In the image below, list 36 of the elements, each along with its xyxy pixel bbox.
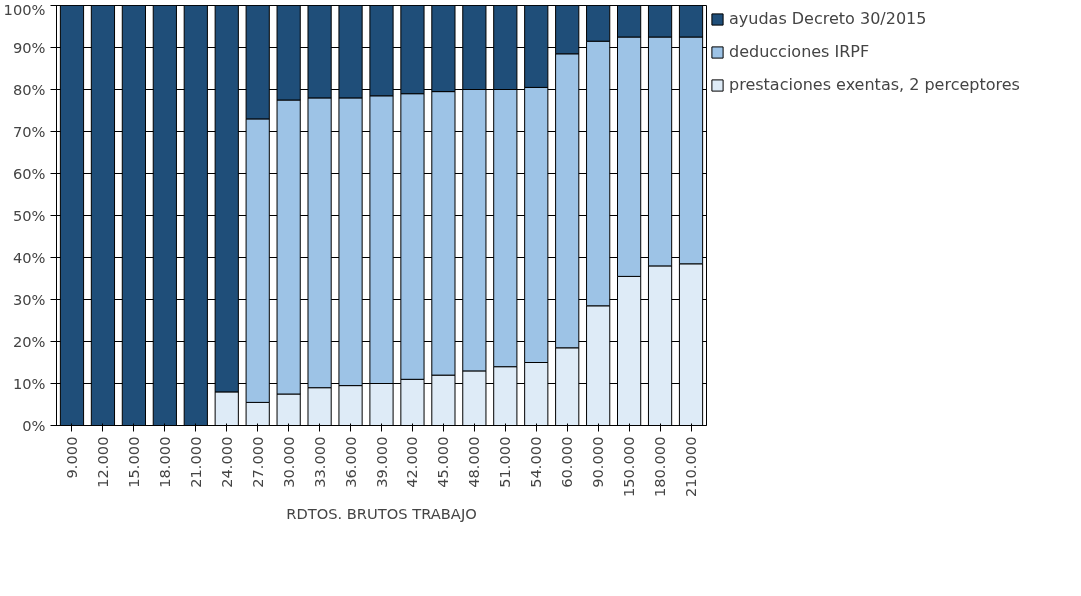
x-tick-label: 48.000 bbox=[465, 436, 483, 488]
y-tick-label: 30% bbox=[12, 291, 46, 308]
x-tick-label: 42.000 bbox=[403, 436, 421, 488]
x-tick-label: 9.000 bbox=[62, 436, 80, 479]
x-axis-title: RDTOS. BRUTOS TRABAJO bbox=[286, 505, 477, 523]
x-tick-label: 54.000 bbox=[527, 436, 545, 488]
legend-label: ayudas Decreto 30/2015 bbox=[729, 9, 927, 28]
x-tick-label: 150.000 bbox=[620, 436, 638, 498]
y-tick-label: 100% bbox=[3, 0, 46, 18]
x-tick-label: 18.000 bbox=[155, 436, 173, 488]
legend-label: prestaciones exentas, 2 perceptores bbox=[729, 75, 1020, 94]
x-tick-label: 60.000 bbox=[558, 436, 576, 488]
x-tick-label: 36.000 bbox=[341, 436, 359, 488]
x-tick-label: 30.000 bbox=[279, 436, 297, 488]
x-tick-label: 51.000 bbox=[496, 436, 514, 488]
x-tick-label: 39.000 bbox=[372, 436, 390, 488]
y-tick-label: 60% bbox=[12, 165, 46, 182]
x-tick-label: 33.000 bbox=[310, 436, 328, 488]
y-tick-label: 80% bbox=[12, 81, 46, 98]
x-tick-label: 27.000 bbox=[248, 436, 266, 488]
x-tick-label: 21.000 bbox=[186, 436, 204, 488]
legend-label: deducciones IRPF bbox=[729, 42, 870, 61]
x-tick-label: 180.000 bbox=[651, 436, 669, 498]
y-tick-label: 90% bbox=[12, 39, 46, 56]
x-tick-label: 210.000 bbox=[682, 436, 700, 498]
y-tick-label: 20% bbox=[12, 333, 46, 350]
y-tick-label: 40% bbox=[12, 249, 46, 266]
y-tick-label: 10% bbox=[12, 375, 46, 392]
y-tick-label: 70% bbox=[12, 123, 46, 140]
y-tick-label: 50% bbox=[12, 207, 46, 224]
x-tick-label: 12.000 bbox=[93, 436, 111, 488]
x-tick-label: 24.000 bbox=[217, 436, 235, 488]
x-tick-label: 45.000 bbox=[434, 436, 452, 488]
x-tick-label: 90.000 bbox=[589, 436, 607, 488]
y-tick-label: 0% bbox=[22, 417, 46, 434]
x-tick-label: 15.000 bbox=[124, 436, 142, 488]
